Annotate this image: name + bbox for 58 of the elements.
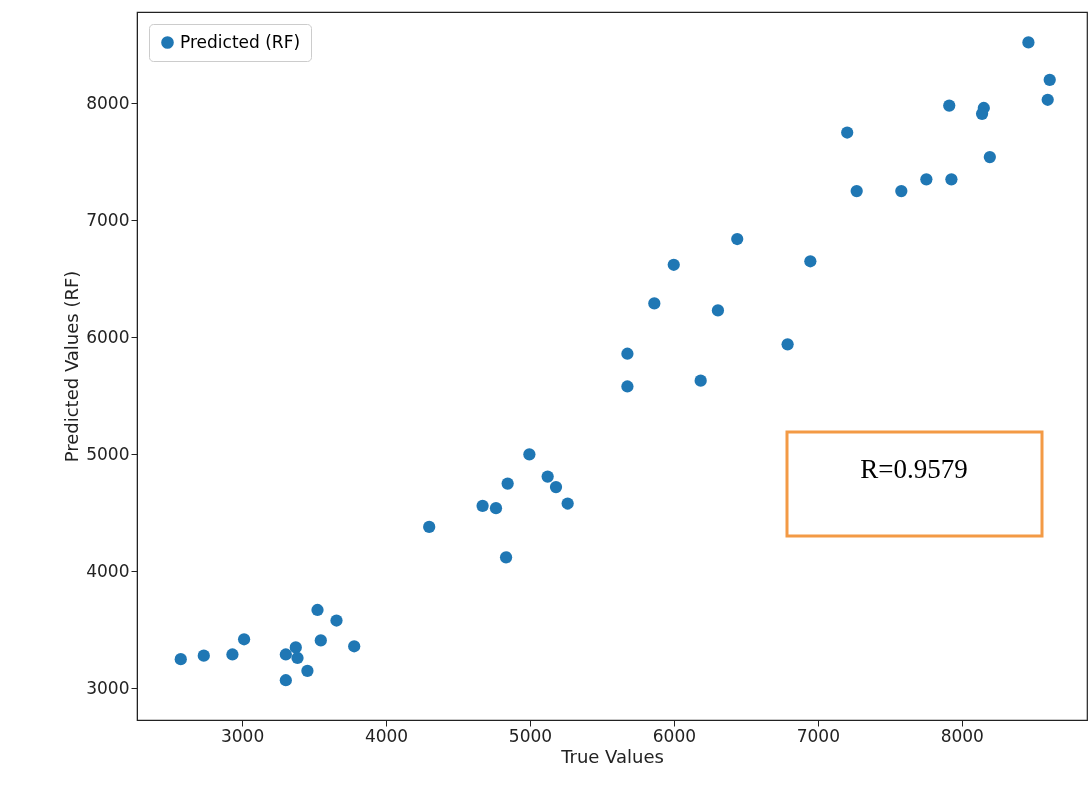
point	[841, 126, 854, 139]
x-tick-label: 3000	[220, 725, 265, 746]
point	[648, 297, 661, 310]
point	[781, 338, 794, 351]
point	[423, 520, 436, 534]
x-tick-label: 6000	[652, 725, 697, 746]
point	[291, 651, 304, 665]
x-tick-label: 4000	[364, 725, 409, 746]
point	[314, 634, 327, 647]
x-axis-title: True Values	[560, 745, 664, 767]
point	[1043, 73, 1056, 86]
point	[804, 255, 817, 268]
point	[348, 640, 361, 653]
point	[174, 653, 187, 666]
point	[523, 448, 536, 461]
x-tick-label: 5000	[508, 725, 553, 746]
annotation: R=0.9579	[860, 454, 968, 484]
point	[983, 151, 996, 164]
point	[895, 184, 908, 198]
point	[197, 649, 210, 662]
point	[1041, 93, 1054, 106]
point	[850, 184, 863, 198]
x-tick-label: 8000	[940, 725, 984, 746]
point	[330, 614, 343, 627]
point	[279, 648, 292, 661]
point	[501, 477, 514, 490]
point	[549, 481, 563, 494]
point	[561, 497, 574, 510]
point	[621, 347, 634, 360]
y-tick-label: 4000	[86, 560, 130, 581]
point	[489, 502, 503, 515]
point	[731, 232, 744, 246]
point	[301, 664, 314, 677]
point	[289, 641, 302, 654]
legend-label: Predicted (RF)	[180, 31, 301, 52]
point	[667, 258, 680, 271]
point	[694, 374, 707, 387]
y-tick-label: 6000	[86, 326, 130, 347]
point	[920, 173, 933, 186]
point	[541, 470, 554, 483]
point	[1022, 36, 1035, 49]
y-tick-label: 3000	[86, 677, 130, 698]
point	[226, 648, 239, 661]
point	[711, 304, 725, 317]
point	[311, 603, 324, 617]
point	[621, 380, 634, 393]
x-tick-label: 7000	[796, 725, 840, 746]
y-tick-label: 7000	[86, 209, 130, 230]
point	[279, 674, 292, 687]
point	[975, 107, 989, 120]
y-tick-label: 8000	[86, 92, 130, 113]
y-axis-title: Predicted Values (RF)	[61, 270, 83, 463]
y-tick-label: 5000	[86, 443, 130, 464]
point	[499, 551, 513, 564]
point	[237, 633, 251, 646]
point	[943, 99, 956, 112]
point	[476, 499, 489, 512]
point	[945, 173, 958, 186]
